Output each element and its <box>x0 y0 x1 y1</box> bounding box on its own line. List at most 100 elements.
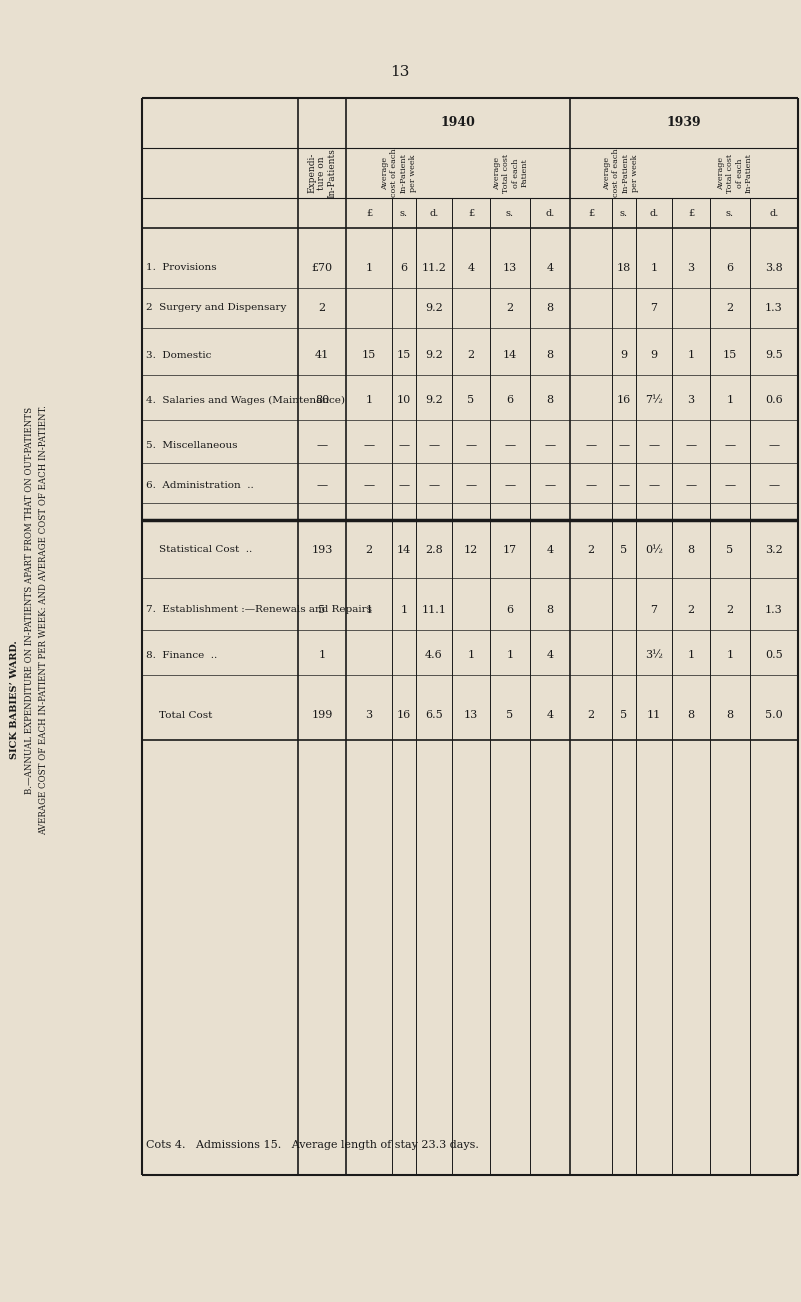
Text: d.: d. <box>650 208 658 217</box>
Text: 18: 18 <box>617 263 631 273</box>
Text: 1: 1 <box>400 605 408 615</box>
Text: 6.5: 6.5 <box>425 710 443 720</box>
Text: —: — <box>465 440 477 450</box>
Text: —: — <box>545 480 556 490</box>
Text: 1: 1 <box>506 650 513 660</box>
Text: Average
cost of each
In-Patient
per week: Average cost of each In-Patient per week <box>603 148 639 198</box>
Text: —: — <box>429 480 440 490</box>
Text: 1: 1 <box>727 650 734 660</box>
Text: —: — <box>465 480 477 490</box>
Text: —: — <box>586 480 597 490</box>
Text: 0.5: 0.5 <box>765 650 783 660</box>
Text: 11.2: 11.2 <box>421 263 446 273</box>
Text: 13: 13 <box>464 710 478 720</box>
Text: d.: d. <box>769 208 779 217</box>
Text: —: — <box>649 480 659 490</box>
Text: 1940: 1940 <box>441 116 476 129</box>
Text: 5: 5 <box>468 395 474 405</box>
Text: 9.5: 9.5 <box>765 350 783 359</box>
Text: 7½: 7½ <box>645 395 663 405</box>
Text: 15: 15 <box>396 350 411 359</box>
Text: AVERAGE COST OF EACH IN-PATIENT PER WEEK: AND AVERAGE COST OF EACH IN-PATIENT.: AVERAGE COST OF EACH IN-PATIENT PER WEEK… <box>39 405 49 835</box>
Text: —: — <box>505 480 516 490</box>
Text: 6: 6 <box>400 263 408 273</box>
Text: 15: 15 <box>723 350 737 359</box>
Text: —: — <box>618 480 630 490</box>
Text: 12: 12 <box>464 546 478 555</box>
Text: 2: 2 <box>587 710 594 720</box>
Text: 15: 15 <box>362 350 376 359</box>
Text: Total Cost: Total Cost <box>146 711 212 720</box>
Text: —: — <box>398 440 409 450</box>
Text: 7.  Establishment :—Renewals and Repairs: 7. Establishment :—Renewals and Repairs <box>146 605 372 615</box>
Text: 8: 8 <box>546 303 553 312</box>
Text: —: — <box>364 440 375 450</box>
Text: 5: 5 <box>506 710 513 720</box>
Text: 14: 14 <box>396 546 411 555</box>
Text: B.—ANNUAL EXPENDITURE ON IN-PATIENTS APART FROM THAT ON OUT-PATIENTS: B.—ANNUAL EXPENDITURE ON IN-PATIENTS APA… <box>26 406 34 793</box>
Text: —: — <box>686 480 697 490</box>
Text: 8: 8 <box>687 710 694 720</box>
Text: 3.8: 3.8 <box>765 263 783 273</box>
Text: —: — <box>586 440 597 450</box>
Text: 4: 4 <box>546 546 553 555</box>
Text: 6: 6 <box>506 395 513 405</box>
Text: 4: 4 <box>546 710 553 720</box>
Text: 8: 8 <box>727 710 734 720</box>
Text: 1: 1 <box>365 263 372 273</box>
Text: 3: 3 <box>687 395 694 405</box>
Text: 3½: 3½ <box>645 650 663 660</box>
Text: —: — <box>724 480 735 490</box>
Text: 2: 2 <box>587 546 594 555</box>
Text: Cots 4.   Admissions 15.   Average length of stay 23.3 days.: Cots 4. Admissions 15. Average length of… <box>146 1141 479 1150</box>
Text: Average
Total cost
of each
Patient: Average Total cost of each Patient <box>493 154 529 193</box>
Text: 80: 80 <box>315 395 329 405</box>
Text: 3: 3 <box>365 710 372 720</box>
Text: 0.6: 0.6 <box>765 395 783 405</box>
Text: —: — <box>316 440 328 450</box>
Text: 3.2: 3.2 <box>765 546 783 555</box>
Text: 0½: 0½ <box>645 546 663 555</box>
Text: 9.2: 9.2 <box>425 395 443 405</box>
Text: 2: 2 <box>727 303 734 312</box>
Text: 5.0: 5.0 <box>765 710 783 720</box>
Text: —: — <box>364 480 375 490</box>
Text: 6.  Administration  ..: 6. Administration .. <box>146 480 254 490</box>
Text: 13: 13 <box>503 263 517 273</box>
Text: d.: d. <box>545 208 554 217</box>
Text: 6: 6 <box>506 605 513 615</box>
Text: —: — <box>768 440 779 450</box>
Text: 2: 2 <box>319 303 325 312</box>
Text: 1: 1 <box>727 395 734 405</box>
Text: 9: 9 <box>621 350 627 359</box>
Text: SICK BABIES’ WARD.: SICK BABIES’ WARD. <box>10 641 19 759</box>
Text: 8: 8 <box>687 546 694 555</box>
Text: —: — <box>649 440 659 450</box>
Text: Average
Total cost
of each
In-Patient: Average Total cost of each In-Patient <box>717 154 753 193</box>
Text: 9.2: 9.2 <box>425 303 443 312</box>
Text: 2  Surgery and Dispensary: 2 Surgery and Dispensary <box>146 303 287 312</box>
Text: s.: s. <box>726 208 734 217</box>
Text: 5: 5 <box>727 546 734 555</box>
Text: Statistical Cost  ..: Statistical Cost .. <box>146 546 252 555</box>
Text: —: — <box>724 440 735 450</box>
Text: 4: 4 <box>468 263 474 273</box>
Text: 4.  Salaries and Wages (Maintenance): 4. Salaries and Wages (Maintenance) <box>146 396 345 405</box>
Text: 8: 8 <box>546 350 553 359</box>
Text: 2: 2 <box>506 303 513 312</box>
Text: £: £ <box>688 208 694 217</box>
Text: 8: 8 <box>546 395 553 405</box>
Text: £: £ <box>588 208 594 217</box>
Text: 5: 5 <box>319 605 325 615</box>
Text: 1.3: 1.3 <box>765 303 783 312</box>
Text: 1939: 1939 <box>666 116 702 129</box>
Text: d.: d. <box>429 208 439 217</box>
Text: 4: 4 <box>546 650 553 660</box>
Text: —: — <box>316 480 328 490</box>
Text: —: — <box>545 440 556 450</box>
Text: 5: 5 <box>621 546 627 555</box>
Text: —: — <box>686 440 697 450</box>
Text: 1: 1 <box>687 650 694 660</box>
Text: 1: 1 <box>650 263 658 273</box>
Text: 1.  Provisions: 1. Provisions <box>146 263 216 272</box>
